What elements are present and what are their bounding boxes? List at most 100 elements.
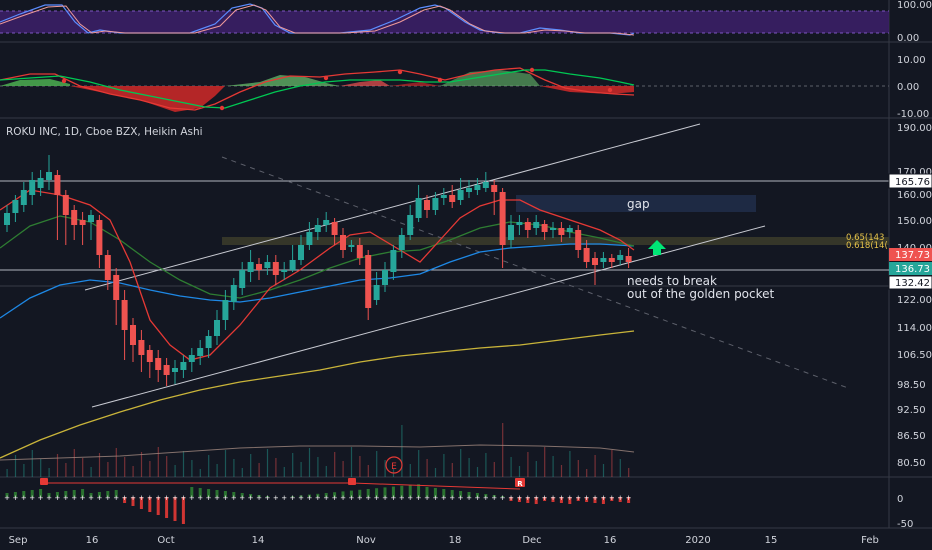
oscillator-bar: [291, 496, 295, 497]
candle: [365, 250, 372, 320]
candle: [54, 170, 61, 240]
volume-bar: [149, 461, 151, 477]
oscillator-bar: [509, 497, 513, 501]
oscillator-bar: [232, 492, 236, 497]
candle: [566, 225, 573, 238]
oscillator-dot: +: [390, 494, 396, 502]
volume-bar: [518, 466, 521, 477]
volume-bar: [82, 458, 84, 477]
volume-bar: [527, 452, 529, 477]
time-tick: 18: [449, 535, 462, 546]
oscillator-bar: [39, 489, 43, 497]
channel-upper-line: [84, 123, 701, 291]
candle: [583, 240, 590, 268]
volume-bar: [191, 460, 193, 477]
price-tick: 0.00: [897, 33, 919, 44]
candle: [12, 195, 19, 222]
candle: [62, 190, 69, 245]
candle: [272, 255, 279, 285]
stoch-d-line: [0, 4, 635, 36]
oscillator-dot: +: [306, 494, 312, 502]
candle: [230, 278, 237, 310]
volume-bar: [31, 450, 33, 477]
main-price-pane[interactable]: [0, 123, 889, 459]
oscillator-bar: [131, 497, 135, 506]
candle: [4, 205, 10, 232]
candle: [214, 310, 220, 345]
volume-bar: [460, 449, 462, 477]
volume-bar: [535, 461, 537, 477]
oscillator-dot: +: [54, 494, 60, 502]
candle: [407, 205, 414, 240]
volume-bar: [485, 453, 487, 477]
candle: [449, 185, 456, 208]
candle: [398, 228, 405, 258]
candle: [146, 345, 153, 378]
symbol-title[interactable]: ROKU INC, 1D, Cboe BZX, Heikin Ashi: [6, 126, 203, 138]
candle: [247, 250, 254, 282]
price-tick: 160.00: [897, 190, 932, 201]
oscillator-dot: +: [239, 494, 245, 502]
svg-text:136.73: 136.73: [895, 264, 930, 275]
oscillator-dot: +: [63, 494, 69, 502]
volume-bar: [594, 455, 596, 477]
candle: [356, 238, 363, 265]
oscillator-bar: [223, 491, 227, 497]
oscillator-dot: +: [29, 494, 35, 502]
candle: [600, 252, 607, 268]
oscillator-bar: [433, 488, 437, 497]
candlestick-series[interactable]: [4, 155, 632, 386]
volume-bar: [233, 459, 235, 477]
fib-0618-label: 0.618(14(: [846, 241, 888, 251]
time-tick: Dec: [522, 535, 541, 546]
volume-bar: [552, 456, 554, 477]
volume-bar: [73, 449, 75, 477]
oscillator-bar: [526, 497, 530, 503]
time-axis-labels[interactable]: Sep 16 Oct 14 Nov 18 Dec 16 2020 15 Feb: [9, 535, 879, 546]
time-tick: 14: [252, 535, 265, 546]
macd-pane[interactable]: [0, 67, 889, 112]
price-tick: 86.50: [897, 431, 926, 442]
candle: [516, 215, 523, 235]
macd-line: [0, 67, 635, 111]
oscillator-bar: [517, 497, 521, 502]
oscillator-bar: [585, 497, 589, 502]
candle: [29, 172, 36, 205]
price-tick: 92.50: [897, 405, 926, 416]
oscillator-bars: + + + + + + + + + + + + + + + + + + + + + + + + + + + + + + + + + + + + + + + +…: [4, 484, 632, 524]
oscillator-bar: [165, 497, 169, 518]
svg-text:165.76: 165.76: [895, 177, 930, 188]
dashed-trend-line: [221, 156, 849, 389]
oscillator-bar: [425, 487, 429, 497]
price-tick: 100.00: [897, 0, 932, 11]
candle: [575, 225, 582, 258]
volume-bar: [40, 459, 42, 477]
oscillator-dot: +: [441, 494, 447, 502]
oscillator-bar: [366, 489, 370, 497]
oscillator-bar: [568, 497, 572, 504]
candle: [222, 290, 229, 330]
oscillator-dot: +: [71, 494, 77, 502]
oscillator-bar: [123, 497, 127, 503]
earnings-marker[interactable]: E: [385, 456, 403, 474]
oscillator-dot: +: [617, 494, 623, 502]
candle: [440, 188, 447, 205]
time-tick: Oct: [157, 535, 174, 546]
price-tick: 0: [897, 494, 903, 505]
oscillator-bar: [106, 491, 110, 497]
fib-065-label: 0.65(143: [846, 233, 884, 243]
oscillator-bar: [30, 490, 34, 497]
oscillator-bar: [551, 497, 555, 502]
price-tick: 106.50: [897, 350, 932, 361]
stochastic-pane[interactable]: [0, 3, 889, 36]
oscillator-bar: [64, 491, 68, 497]
oscillator-bar: [190, 487, 194, 497]
candle: [373, 272, 380, 305]
bottom-oscillator-pane[interactable]: + + + + + + + + + + + + + + + + + + + + + + + + + + + + + + + + + + + + + + + +…: [4, 478, 632, 524]
oscillator-dot: +: [382, 494, 388, 502]
candle: [432, 192, 439, 215]
candle: [281, 262, 288, 280]
oscillator-bar: [341, 491, 345, 497]
oscillator-bar: [417, 484, 421, 497]
